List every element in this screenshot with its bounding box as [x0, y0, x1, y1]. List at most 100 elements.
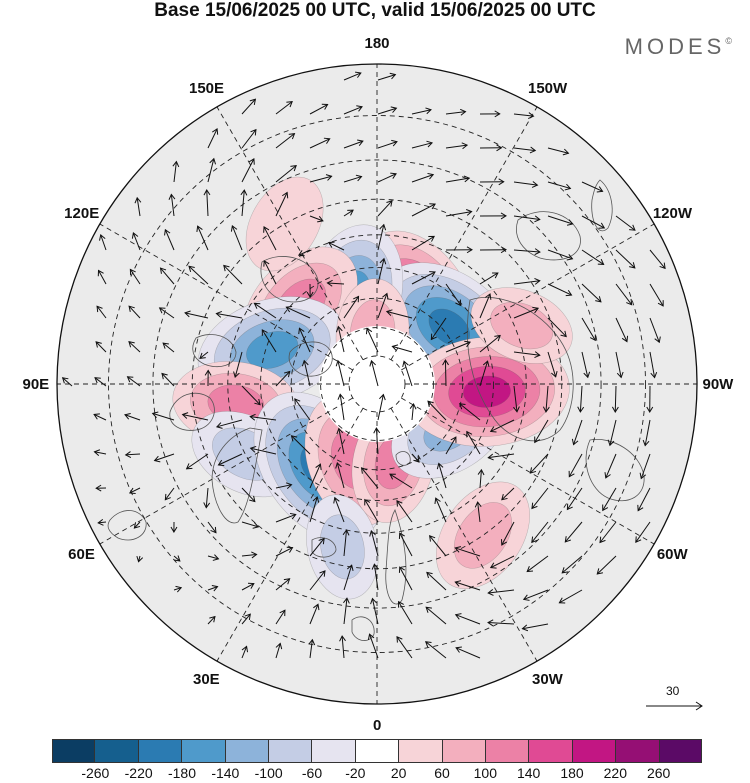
wind-vector	[231, 225, 243, 251]
wind-vector	[389, 473, 413, 489]
wind-vector-head	[370, 597, 377, 605]
colorbar	[52, 739, 703, 763]
wind-vector	[615, 283, 633, 306]
colorbar-tick-label: 180	[560, 765, 584, 781]
wind-vector-head	[463, 175, 471, 183]
wind-vector	[366, 328, 379, 353]
wind-vector-head	[215, 310, 223, 318]
wind-vector-head	[196, 225, 203, 232]
wind-vector	[343, 565, 353, 591]
wind-vector-head	[275, 642, 283, 650]
wind-vector-head	[95, 341, 102, 348]
wind-vector-head	[99, 233, 106, 241]
wind-vector	[396, 636, 413, 659]
colorbar-tick-label: 20	[390, 765, 407, 781]
wind-vector-head	[97, 269, 104, 277]
latitude-circle	[260, 267, 494, 501]
wind-vector	[477, 501, 481, 523]
wind-vector	[216, 419, 243, 428]
longitude-label: 120W	[652, 205, 692, 222]
wind-vector-head	[335, 461, 342, 469]
wind-vector-head	[209, 157, 217, 165]
wind-vector	[426, 572, 447, 591]
wind-vector	[581, 351, 589, 378]
wind-vector-head	[542, 406, 550, 413]
meridian	[99, 397, 353, 545]
wind-vector-head	[286, 101, 293, 108]
wind-vector-head	[534, 277, 541, 285]
wind-vector	[513, 385, 518, 412]
wind-vector	[479, 360, 489, 387]
wind-vector-head	[389, 72, 397, 80]
wind-vector-head	[564, 536, 571, 543]
wind-vector	[343, 72, 362, 81]
wind-vector	[241, 583, 255, 591]
wind-vector-head	[360, 467, 368, 474]
wind-vector	[369, 634, 379, 659]
wind-vector-head	[93, 413, 100, 420]
colorbar-tick-label: -260	[81, 765, 110, 781]
wind-vector-head	[353, 295, 360, 303]
copyright-mark: ©	[725, 36, 732, 46]
canadian-archipelago-coast	[288, 341, 333, 377]
wind-vector	[547, 317, 567, 337]
wind-vector	[173, 587, 182, 591]
wind-vector-head	[390, 106, 398, 113]
wind-vector-head	[308, 638, 316, 646]
wind-vector	[377, 74, 396, 81]
wind-vector-head	[454, 546, 462, 553]
wind-vector	[205, 487, 209, 508]
colorbar-tick-label: -20	[345, 765, 366, 781]
colorbar-tick-label: 100	[473, 765, 498, 781]
colorbar-tick-label: 260	[646, 765, 671, 781]
wind-vector	[596, 555, 617, 575]
wind-vector	[513, 147, 536, 152]
wind-vector-head	[283, 578, 291, 585]
wind-vector	[531, 521, 549, 543]
wind-vector-head	[294, 398, 301, 405]
wind-vector-head	[371, 563, 379, 570]
longitude-label: 0	[373, 716, 382, 734]
wind-vector-head	[254, 398, 261, 406]
map-border	[56, 63, 698, 705]
wind-vector	[275, 547, 293, 557]
wind-vector-head	[494, 334, 501, 342]
longitude-label: 120E	[64, 205, 100, 222]
wind-vector-head	[426, 140, 434, 148]
wind-vector-head	[263, 226, 270, 233]
wind-vector	[649, 249, 666, 269]
wind-vector-head	[568, 470, 575, 478]
wind-vector	[309, 104, 328, 115]
wind-vector-head	[128, 305, 135, 312]
wind-vector-head	[317, 215, 324, 223]
meridian	[390, 106, 538, 360]
wind-vector	[411, 271, 436, 285]
wind-vector	[154, 453, 175, 462]
wind-vector	[343, 598, 348, 625]
wind-vector-head	[391, 344, 399, 351]
wind-vector-head	[501, 493, 508, 501]
wind-vector-head	[560, 330, 567, 338]
wind-vector-head	[297, 250, 305, 257]
wind-vector-head	[429, 203, 436, 210]
wind-vector-head	[500, 246, 507, 254]
wind-vector-head	[558, 597, 566, 604]
wind-vector-head	[250, 128, 257, 136]
wind-vector-head	[252, 522, 260, 529]
wind-vector-head	[607, 439, 615, 447]
wind-vector	[337, 360, 345, 387]
wind-vector-head	[589, 334, 596, 342]
wind-vector	[403, 361, 413, 387]
wind-vector	[459, 403, 481, 421]
colorbar-swatch	[442, 739, 487, 763]
wind-vector-head	[301, 359, 309, 367]
wind-vector-head	[424, 641, 432, 648]
wind-vector-head	[343, 597, 350, 604]
wind-vector	[309, 463, 321, 489]
wind-vector	[377, 394, 384, 421]
wind-vector-head	[210, 526, 217, 534]
wind-vector-head	[637, 504, 644, 512]
anomaly-contour	[246, 331, 299, 369]
wind-vector-head	[97, 518, 104, 526]
wind-vector-head	[442, 359, 449, 366]
